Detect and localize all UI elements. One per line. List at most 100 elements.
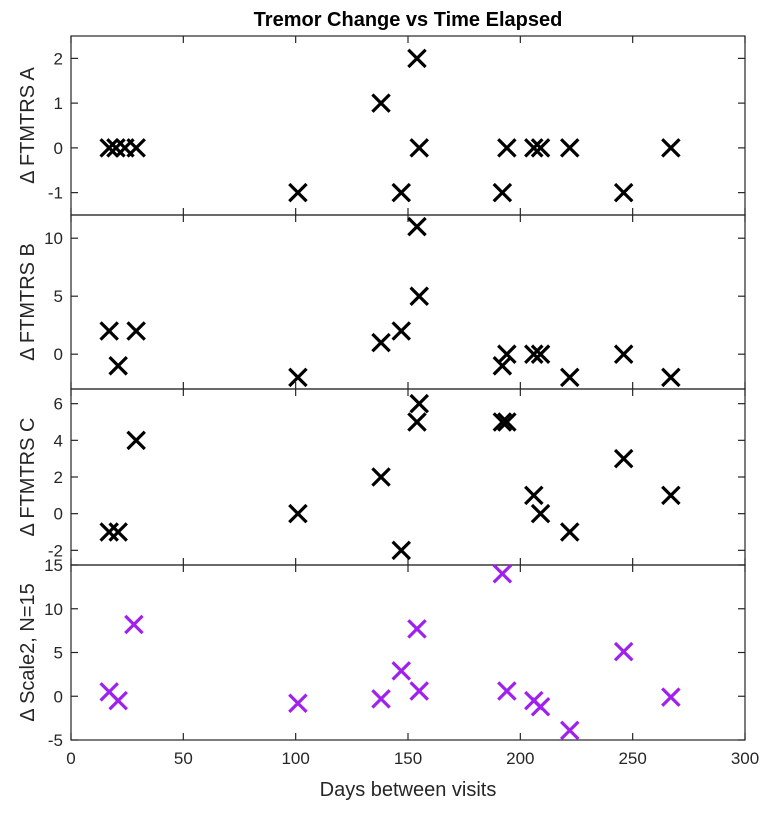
data-point: [559, 138, 580, 158]
data-point-stroke: [409, 286, 429, 306]
panel-axes-box: [70, 214, 746, 390]
data-point-stroke: [559, 720, 580, 741]
y-tick-label: 10: [44, 600, 63, 619]
panel-4: -5 0 5 10 15 Δ Scale2, N=15: [17, 556, 746, 750]
data-point: [407, 619, 427, 639]
data-point: [559, 367, 580, 388]
data-point-stroke: [371, 93, 391, 113]
data-point-stroke: [409, 138, 429, 158]
x-tick-label: 100: [281, 749, 309, 768]
data-point: [371, 332, 391, 353]
panel-1: -1 0 1 2 Δ FTMTRS A: [17, 35, 746, 216]
data-point-stroke: [99, 682, 119, 702]
data-point-stroke: [124, 614, 144, 635]
data-point: [371, 93, 391, 113]
data-point: [126, 430, 146, 451]
data-point-stroke: [530, 696, 551, 717]
data-point: [524, 344, 544, 364]
data-point: [391, 321, 412, 341]
data-point-stroke: [497, 681, 517, 701]
panel-axes-box: [70, 35, 746, 216]
data-point-stroke: [559, 522, 580, 542]
data-point-stroke: [288, 503, 308, 524]
panel-axes-box: [70, 388, 746, 566]
x-tick-label: 50: [174, 749, 193, 768]
data-point-stroke: [99, 138, 119, 158]
data-point: [407, 48, 427, 69]
data-point-stroke: [407, 216, 427, 237]
data-point-stroke: [613, 344, 634, 364]
data-point: [492, 182, 513, 203]
data-point: [371, 689, 391, 709]
data-point-stroke: [661, 138, 681, 158]
panel-2: 0 5 10 Δ FTMTRS B: [17, 214, 746, 390]
data-point: [524, 485, 544, 506]
y-tick-label: 2: [54, 468, 63, 487]
x-tick-label: 250: [618, 749, 646, 768]
y-tick-label: 0: [54, 687, 63, 706]
data-point: [407, 216, 427, 237]
y-tick-label: 15: [44, 556, 63, 575]
data-point: [661, 687, 681, 707]
data-point: [288, 367, 308, 388]
y-tick-label: 5: [54, 287, 63, 306]
data-point-stroke: [530, 138, 551, 158]
data-point-stroke: [559, 367, 580, 388]
y-tick-label: 1: [54, 94, 63, 113]
data-point-stroke: [407, 48, 427, 69]
data-point: [497, 138, 517, 158]
data-point: [288, 503, 308, 524]
data-point-stroke: [524, 485, 544, 506]
data-point-stroke: [661, 367, 681, 388]
y-axis-label: Δ FTMTRS B: [17, 243, 39, 361]
data-point-stroke: [126, 138, 146, 158]
data-point: [409, 286, 429, 306]
data-point: [409, 393, 429, 414]
y-tick-label: 5: [54, 644, 63, 663]
data-point: [391, 540, 412, 561]
data-point: [409, 681, 429, 701]
data-point-stroke: [371, 467, 391, 487]
data-point-stroke: [530, 503, 551, 524]
data-point-stroke: [391, 321, 412, 341]
data-point-stroke: [288, 367, 308, 388]
data-point: [661, 138, 681, 158]
data-point: [530, 696, 551, 717]
data-point-stroke: [391, 182, 412, 203]
data-point-stroke: [391, 540, 412, 561]
y-tick-label: 0: [54, 345, 63, 364]
data-point-stroke: [497, 412, 517, 432]
x-tick-label: 300: [731, 749, 759, 768]
data-point: [497, 344, 517, 364]
data-point: [108, 690, 128, 711]
data-point: [613, 641, 634, 662]
panel-3: -2 0 2 4 6 Δ FTMTRS C: [17, 388, 746, 566]
data-point-stroke: [661, 485, 681, 506]
data-point: [661, 367, 681, 388]
data-point-stroke: [497, 344, 517, 364]
data-point-stroke: [409, 393, 429, 414]
data-point-stroke: [407, 412, 427, 432]
x-tick-label: 150: [394, 749, 422, 768]
data-point: [492, 412, 513, 432]
data-point-stroke: [613, 641, 634, 662]
data-point-stroke: [371, 689, 391, 709]
data-point: [497, 681, 517, 701]
data-point: [492, 563, 513, 584]
data-point: [391, 182, 412, 203]
data-point-stroke: [613, 182, 634, 203]
data-point-stroke: [559, 138, 580, 158]
data-point-stroke: [613, 448, 634, 469]
data-point-stroke: [108, 522, 128, 542]
data-point: [492, 356, 513, 376]
y-tick-label: 0: [54, 139, 63, 158]
data-point: [391, 661, 412, 681]
y-tick-label: 4: [54, 431, 63, 450]
y-tick-label: 2: [54, 49, 63, 68]
y-tick-label: 0: [54, 505, 63, 524]
data-point-stroke: [108, 690, 128, 711]
data-point: [530, 344, 551, 364]
y-axis-label: Δ FTMTRS C: [17, 418, 39, 537]
